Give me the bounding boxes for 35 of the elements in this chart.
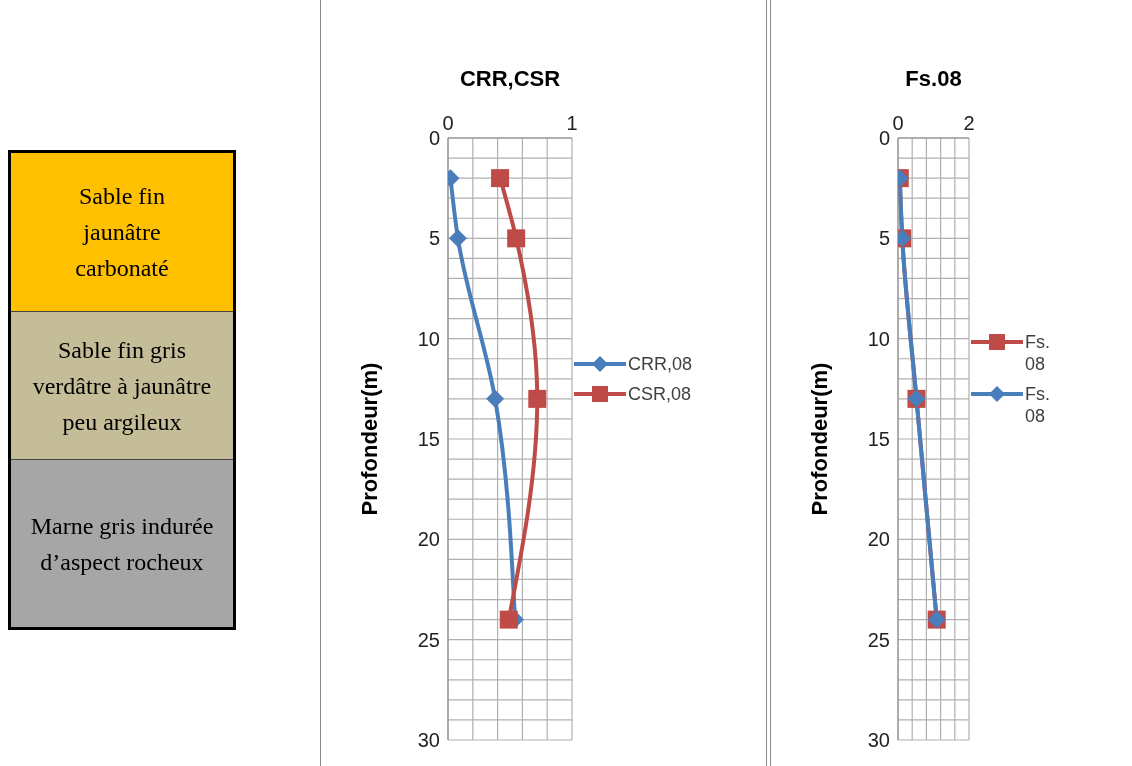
y-axis-title: Profondeur(m) [806,362,832,516]
point [528,389,547,408]
point [491,169,510,188]
y-tick-label: 25 [417,628,440,651]
y-tick-label: 15 [867,428,890,451]
y-tick-label: 15 [417,428,440,451]
y-tick-label: 10 [867,327,890,350]
point [499,610,518,629]
point [448,229,467,248]
text: Sable fin gris verdâtre à jaunâtre peu argileux [31,335,213,437]
legend-label: Fs.08 [1025,383,1051,427]
point [507,229,526,248]
x-tick-label: 0 [442,112,454,134]
x-tick-label: 1 [566,112,578,134]
legend-label: CSR,08 [628,383,693,405]
y-tick-label: 0 [428,127,440,150]
text: Marne gris indurée d’aspect rocheux [29,511,215,577]
x-tick-label: 2 [963,112,975,134]
chart-title: Fs.08 [905,66,962,91]
y-tick-label: 20 [867,528,890,551]
point [486,389,505,408]
y-tick-label: 20 [417,528,440,551]
chart-title: CRR,CSR [459,66,561,91]
y-tick-label: 0 [878,127,890,150]
text: Sable fin jaunâtre carbonaté [74,182,170,283]
y-tick-label: 5 [428,227,440,250]
y-tick-label: 30 [417,729,440,752]
legend-label: CRR,08 [628,353,694,375]
y-tick-label: 30 [867,729,890,752]
legend-label: Fs.08 [1025,331,1051,375]
y-tick-label: 5 [878,227,890,250]
x-tick-label: 0 [892,112,904,134]
y-tick-label: 10 [417,327,440,350]
y-tick-label: 25 [867,628,890,651]
y-axis-title: Profondeur(m) [356,362,382,516]
